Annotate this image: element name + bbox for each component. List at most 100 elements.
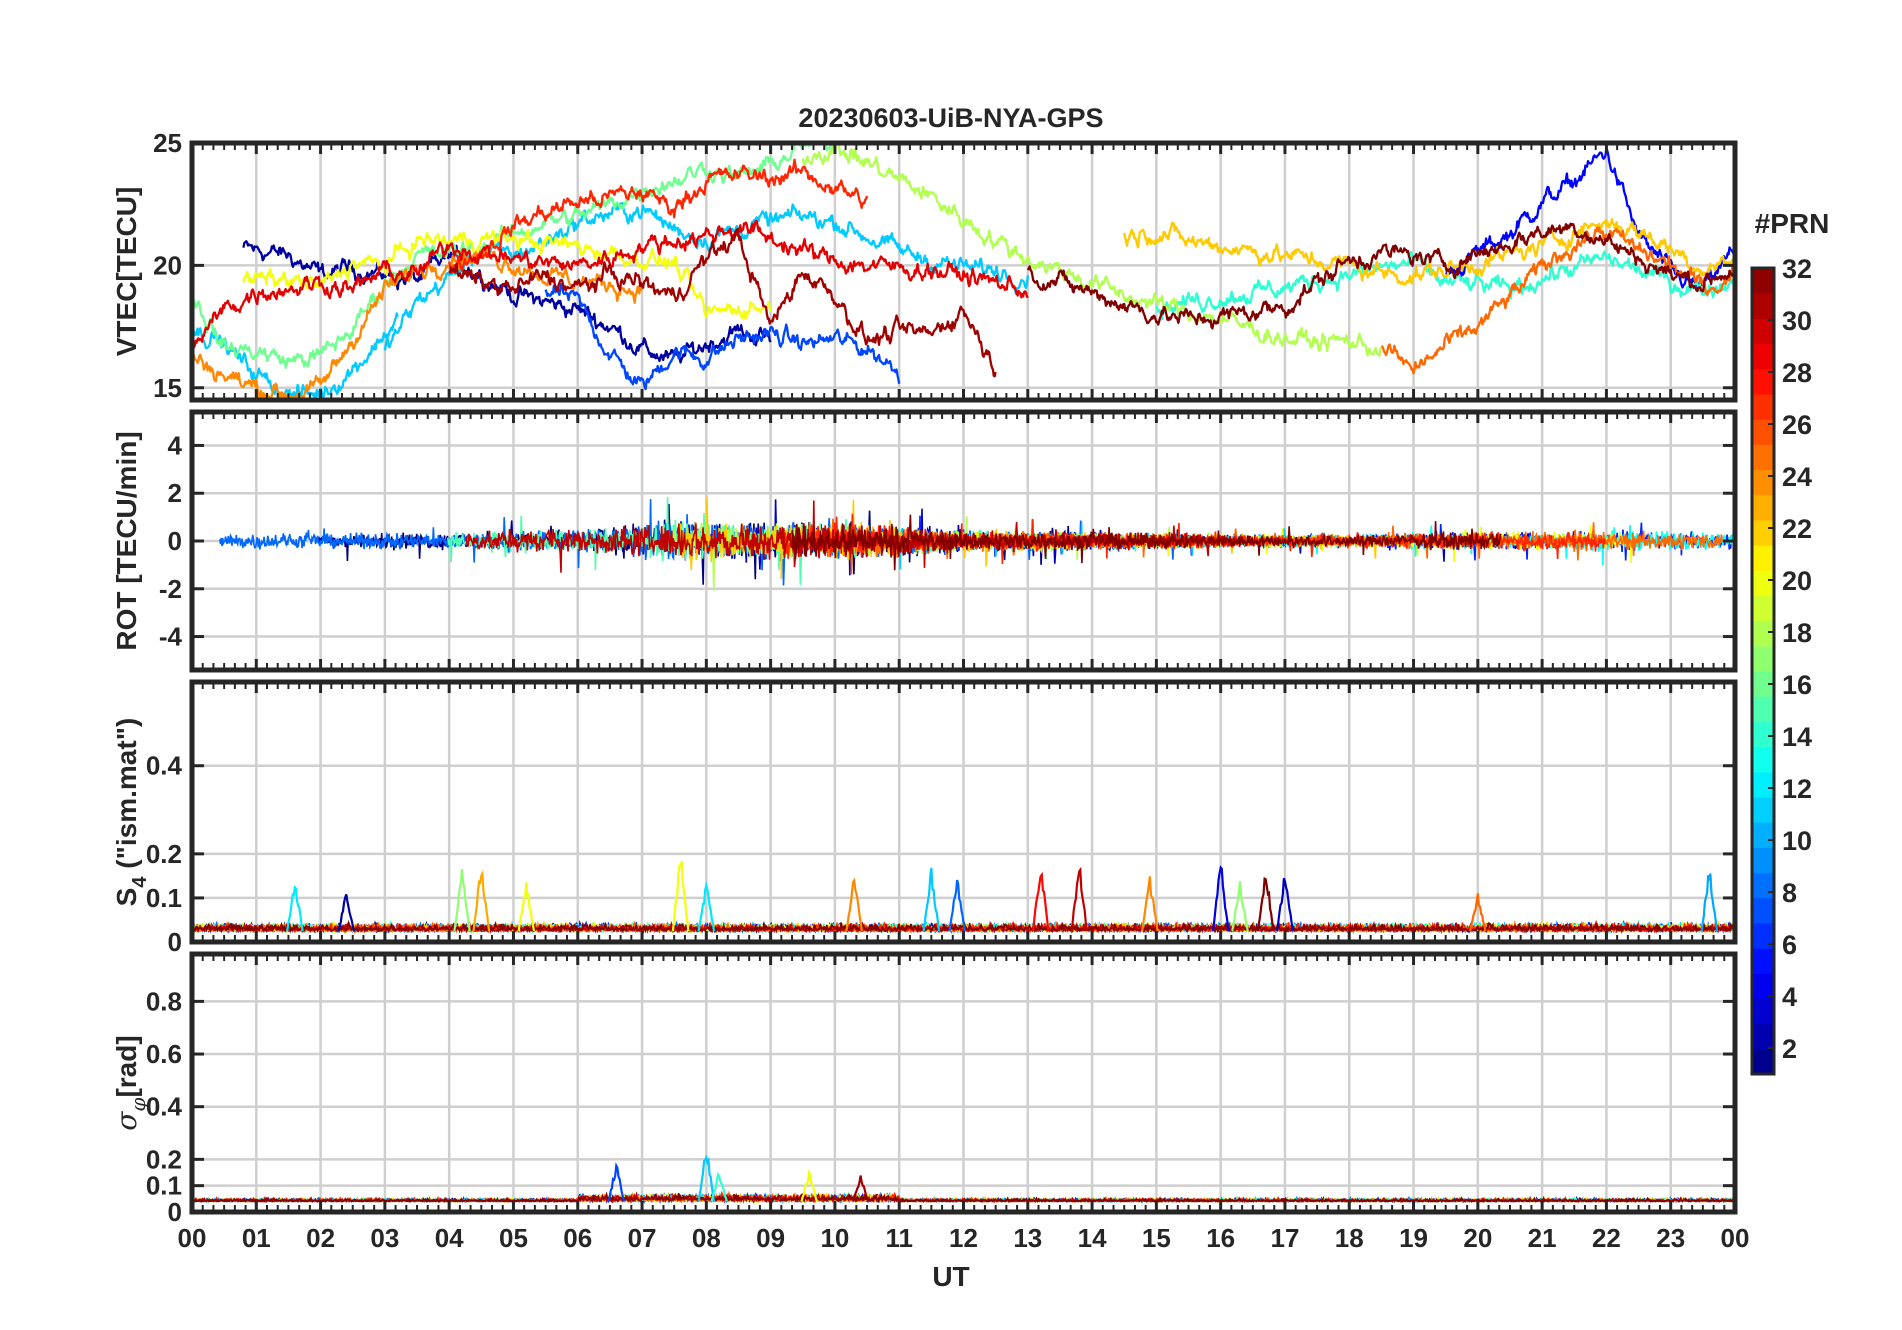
- s4-peak-prn-17: [453, 869, 471, 932]
- colorbar-segment: [1752, 318, 1774, 345]
- s4-peak-prn-11: [922, 867, 941, 932]
- colorbar-segment: [1752, 771, 1774, 798]
- s4-peak-prn-23: [472, 869, 491, 932]
- colorbar-segment: [1752, 847, 1774, 874]
- colorbar-segment: [1752, 897, 1774, 924]
- colorbar-segment: [1752, 444, 1774, 471]
- colorbar-segment: [1752, 570, 1774, 597]
- x-tick-label: 17: [1270, 1223, 1299, 1253]
- s4-peak-prn-28: [1031, 871, 1050, 932]
- s4-peak-prn-17: [1231, 881, 1249, 932]
- colorbar-segment: [1752, 721, 1774, 748]
- y-tick-label: 0: [168, 927, 182, 957]
- x-tick-label: 20: [1463, 1223, 1492, 1253]
- sigphi-peak-prn-7: [607, 1161, 626, 1202]
- colorbar-segment: [1752, 519, 1774, 546]
- x-tick-label: 02: [306, 1223, 335, 1253]
- colorbar-tick-label: 12: [1782, 774, 1812, 804]
- x-tick-label: 21: [1528, 1223, 1557, 1253]
- y-tick-label: 0.8: [146, 986, 182, 1016]
- x-tick-label: 07: [628, 1223, 657, 1253]
- colorbar-segment: [1752, 545, 1774, 571]
- colorbar-segment: [1752, 368, 1774, 395]
- colorbar-segment: [1752, 494, 1774, 521]
- x-tick-label: 01: [242, 1223, 271, 1253]
- s4-peak-prn-24: [1141, 876, 1159, 932]
- vtec-series-prn-7: [544, 283, 901, 391]
- grid-lines: [192, 954, 1735, 1212]
- colorbar-segment: [1752, 872, 1774, 899]
- s4-peak-prn-2: [337, 894, 356, 932]
- x-tick-label: 10: [820, 1223, 849, 1253]
- y-tick-label: 25: [153, 128, 182, 158]
- colorbar-tick-label: 26: [1782, 410, 1812, 440]
- colorbar-tick-label: 30: [1782, 306, 1812, 336]
- panel-s4: 0 0.1 0.2 0.4S4 ("ism.mat"): [111, 679, 1738, 957]
- colorbar-segment: [1752, 671, 1774, 697]
- colorbar-segment: [1752, 796, 1774, 823]
- colorbar-segment: [1752, 343, 1774, 370]
- s4-peak-prn-30: [1070, 866, 1088, 932]
- colorbar-tick-label: 14: [1782, 722, 1812, 752]
- colorbar-segment: [1752, 998, 1774, 1025]
- y-tick-label: 0: [168, 526, 182, 556]
- series-group: [219, 496, 1735, 591]
- y-axis-label-s4: S4 ("ism.mat"): [111, 718, 151, 907]
- sigphi-peak-prn-31: [851, 1175, 870, 1202]
- x-ticks: [190, 682, 1737, 942]
- s4-peak-prn-32: [1256, 876, 1275, 932]
- colorbar-segment: [1752, 268, 1774, 294]
- x-tick-label: 15: [1142, 1223, 1171, 1253]
- colorbar-tick-label: 8: [1782, 878, 1797, 908]
- vtec-series-prn-14: [1155, 250, 1735, 321]
- y-tick-label: 0.1: [146, 1171, 182, 1201]
- colorbar-tick-label: 18: [1782, 618, 1812, 648]
- sigphi-peak-prn-20: [800, 1168, 818, 1202]
- x-tick-label: 05: [499, 1223, 528, 1253]
- x-tick-label: 19: [1399, 1223, 1428, 1253]
- colorbar-tick-label: 22: [1782, 514, 1812, 544]
- x-tick-label: 09: [756, 1223, 785, 1253]
- colorbar-tick-label: 28: [1782, 358, 1812, 388]
- colorbar-frame: [1750, 266, 1776, 1076]
- colorbar-tick-label: 32: [1782, 254, 1812, 284]
- s4-peak-prn-3: [1276, 877, 1294, 932]
- s4-peak-prn-10: [1700, 873, 1719, 932]
- colorbar-tick-label: 2: [1782, 1034, 1797, 1064]
- vtec-series-prn-27: [448, 158, 869, 274]
- sigphi-peak-prn-11: [697, 1154, 716, 1202]
- s4-peak-prn-20: [671, 860, 690, 932]
- x-tick-label: 03: [370, 1223, 399, 1253]
- y-tick-label: 0.2: [146, 839, 182, 869]
- colorbar-segment: [1752, 822, 1774, 848]
- x-tick-label: 04: [435, 1223, 464, 1253]
- x-ticks: [190, 954, 1737, 1212]
- y-tick-label: 0.6: [146, 1039, 182, 1069]
- x-axis-tick-labels: 00 01 02 03 04 05 06 07 08 09 10 11 12 13 14 15 16 17 18 19…: [178, 1223, 1750, 1253]
- colorbar-tick-label: 6: [1782, 930, 1797, 960]
- y-tick-label: 0.4: [146, 1092, 183, 1122]
- y-tick-label: 0.1: [146, 883, 182, 913]
- sigphi-peak-prn-14: [710, 1172, 728, 1202]
- x-ticks: [190, 143, 1737, 400]
- x-tick-label: 11: [885, 1223, 913, 1253]
- grid-lines: [192, 682, 1735, 942]
- y-tick-label: 0.2: [146, 1144, 182, 1174]
- colorbar-segment: [1752, 620, 1774, 647]
- colorbar-segment: [1752, 1048, 1774, 1075]
- colorbar-segment: [1752, 393, 1774, 420]
- vtec-series-prn-25: [1381, 226, 1735, 375]
- colorbar-segment: [1752, 922, 1774, 949]
- chart-title: 20230603-UiB-NYA-GPS: [798, 103, 1103, 133]
- colorbar-segment: [1752, 595, 1774, 622]
- y-tick-label: 0: [168, 1197, 182, 1227]
- y-tick-label: 4: [168, 430, 183, 460]
- y-tick-label: -4: [159, 622, 183, 652]
- y-axis-label-rot: ROT [TECU/min]: [111, 431, 142, 650]
- colorbar-tick-label: 4: [1782, 982, 1797, 1012]
- s4-peak-prn-12: [286, 884, 304, 932]
- x-tick-label: 12: [949, 1223, 978, 1253]
